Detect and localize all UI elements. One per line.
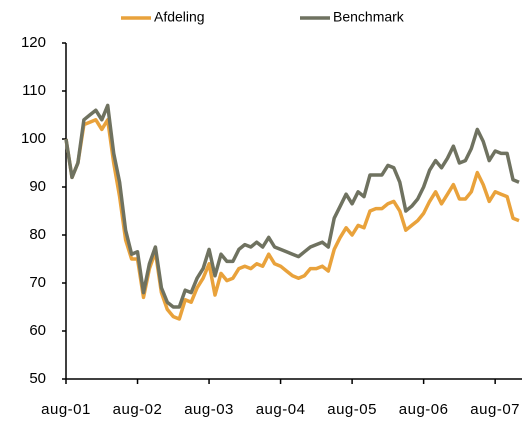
x-tick-label: aug-05 xyxy=(327,401,377,418)
x-tick-label: aug-01 xyxy=(41,401,91,418)
x-tick-label: aug-06 xyxy=(399,401,449,418)
x-tick-label: aug-04 xyxy=(256,401,306,418)
y-tick-label: 70 xyxy=(29,274,46,291)
x-tick-label: aug-02 xyxy=(113,401,163,418)
y-tick-label: 120 xyxy=(21,34,46,51)
y-tick-label: 50 xyxy=(29,370,46,387)
y-tick-label: 110 xyxy=(22,82,46,99)
legend-label: Benchmark xyxy=(333,9,405,25)
x-tick-label: aug-03 xyxy=(184,401,234,418)
legend-label: Afdeling xyxy=(154,9,205,25)
y-tick-label: 80 xyxy=(29,226,46,243)
x-tick-label: aug-07 xyxy=(470,401,520,418)
series-line xyxy=(64,103,520,309)
y-tick-label: 60 xyxy=(29,322,46,339)
y-tick-label: 100 xyxy=(21,130,46,147)
y-tick-label: 90 xyxy=(29,178,46,195)
